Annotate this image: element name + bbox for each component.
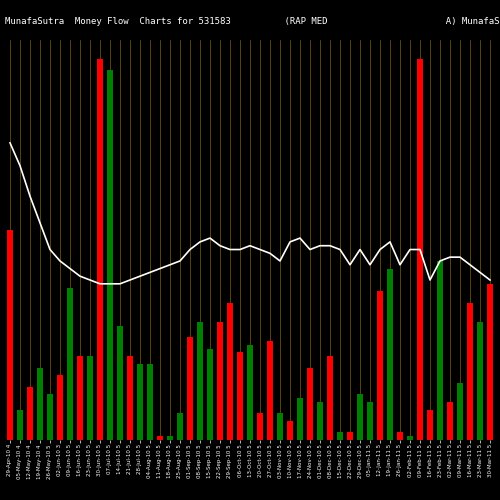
Bar [47, 394, 53, 440]
Bar [387, 268, 393, 440]
Bar [407, 436, 413, 440]
Bar [17, 410, 23, 440]
Bar [187, 337, 193, 440]
Bar [337, 432, 343, 440]
Bar [297, 398, 303, 440]
Bar [377, 292, 384, 440]
Bar [357, 394, 363, 440]
Bar [217, 322, 223, 440]
Bar [157, 436, 163, 440]
Bar [397, 432, 403, 440]
Bar [197, 322, 203, 440]
Bar [177, 414, 183, 440]
Bar [467, 303, 473, 440]
Bar [227, 303, 233, 440]
Bar [127, 356, 133, 440]
Bar [207, 348, 213, 440]
Bar [287, 421, 293, 440]
Bar [27, 386, 33, 440]
Bar [327, 356, 333, 440]
Bar [257, 414, 263, 440]
Bar [317, 402, 323, 440]
Bar [367, 402, 373, 440]
Bar [37, 368, 44, 440]
Bar [107, 70, 113, 440]
Bar [437, 261, 444, 440]
Bar [457, 383, 463, 440]
Bar [147, 364, 153, 440]
Bar [117, 326, 123, 440]
Bar [237, 352, 243, 440]
Bar [97, 59, 103, 440]
Bar [77, 356, 83, 440]
Bar [87, 356, 93, 440]
Bar [347, 432, 353, 440]
Bar [137, 364, 143, 440]
Bar [487, 284, 493, 440]
Bar [247, 345, 254, 440]
Bar [7, 230, 13, 440]
Bar [167, 436, 173, 440]
Bar [277, 414, 283, 440]
Bar [67, 288, 73, 440]
Bar [477, 322, 483, 440]
Bar [447, 402, 453, 440]
Bar [417, 59, 423, 440]
Bar [267, 341, 273, 440]
Text: MunafaSutra  Money Flow  Charts for 531583          (RAP MED                    : MunafaSutra Money Flow Charts for 531583… [5, 18, 500, 26]
Bar [427, 410, 433, 440]
Bar [57, 375, 63, 440]
Bar [307, 368, 313, 440]
